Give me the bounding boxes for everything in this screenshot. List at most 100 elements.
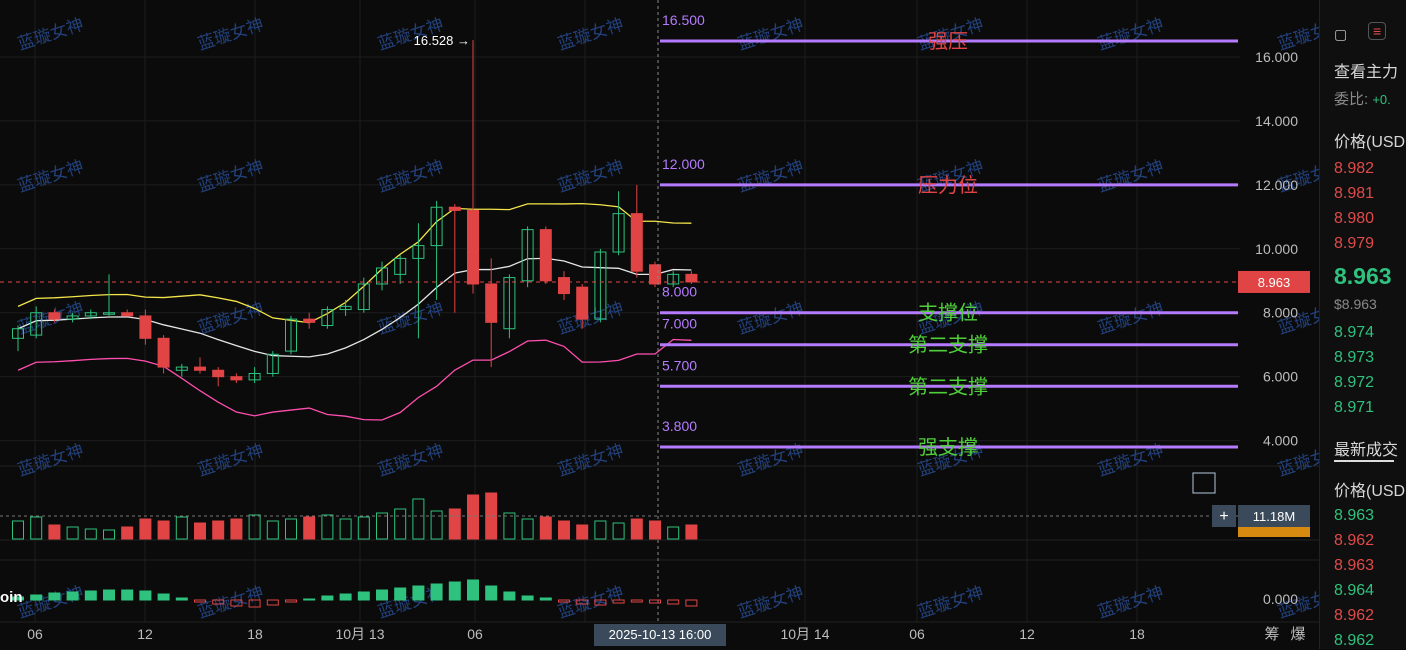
oscillator-bar <box>66 591 79 601</box>
order-book-icon[interactable]: ≡ <box>1368 22 1387 40</box>
high-label: 16.528 → <box>414 33 470 48</box>
volume-bar <box>667 526 680 540</box>
oscillator-zero-label: 0.000 <box>1263 591 1298 607</box>
oscillator-bar <box>230 599 243 607</box>
trade-price: 8.962 <box>1334 632 1375 649</box>
x-tick-label: 10月 13 <box>335 626 384 642</box>
volume-bar <box>503 512 516 540</box>
watermark-text: 蓝璇女神 <box>195 441 266 481</box>
ask-price[interactable]: 8.982 <box>1334 160 1375 177</box>
candle-body <box>66 315 79 320</box>
volume-bar <box>558 520 570 540</box>
level-price-label: 8.000 <box>662 284 697 300</box>
oscillator-bar <box>248 599 261 608</box>
x-tick-label: 10月 14 <box>780 626 829 642</box>
volume-bar <box>121 526 134 540</box>
oscillator-bar <box>157 593 170 601</box>
volume-bar <box>394 508 407 540</box>
trade-price: 8.962 <box>1334 607 1375 624</box>
ask-price[interactable]: 8.980 <box>1334 210 1375 227</box>
candle-body <box>558 277 570 295</box>
candle-body <box>266 353 279 374</box>
candle-body <box>667 273 680 285</box>
candle-body <box>321 309 334 327</box>
oscillator-bar <box>667 599 680 605</box>
level-price-label: 3.800 <box>662 418 697 434</box>
candle-body <box>285 318 297 352</box>
watermark-text: 蓝璇女神 <box>15 583 86 623</box>
bid-price[interactable]: 8.972 <box>1334 374 1375 391</box>
watermark-text: 蓝璇女神 <box>555 15 626 55</box>
x-tick-label: 06 <box>467 626 483 642</box>
oscillator-bar <box>84 590 97 601</box>
volume-bar <box>194 522 206 540</box>
bid-price[interactable]: 8.974 <box>1334 324 1375 341</box>
ratio-label: 委比: <box>1334 91 1369 108</box>
volume-plus-button <box>1212 505 1236 527</box>
volume-bar <box>12 520 24 540</box>
axis-label-chip: 爆 <box>1290 626 1305 643</box>
plus-icon: + <box>1219 508 1228 525</box>
watermark-text: 蓝璇女神 <box>195 157 266 197</box>
layout-icon[interactable]: ▢ <box>1334 26 1348 42</box>
watermark-text: 蓝璇女神 <box>1095 15 1166 55</box>
candle-body <box>376 267 388 285</box>
level-price-label: 7.000 <box>662 316 697 332</box>
candle-body <box>303 318 316 323</box>
volume-bar <box>467 494 479 540</box>
oscillator-name: oin <box>0 589 23 606</box>
volume-tag-orange <box>1238 527 1310 537</box>
watermark-text: 蓝璇女神 <box>195 299 266 339</box>
oscillator-bar <box>521 595 534 601</box>
bid-price[interactable]: 8.971 <box>1334 399 1375 416</box>
volume-bar <box>66 526 79 540</box>
volume-bar <box>612 522 625 540</box>
y-tick-label: 10.000 <box>1255 241 1298 257</box>
candle-body <box>394 257 407 275</box>
candle-body <box>485 283 498 323</box>
candle-body <box>12 328 24 339</box>
volume-bar <box>103 529 115 540</box>
candle-body <box>576 286 589 320</box>
oscillator-bar <box>321 595 334 601</box>
candle-body <box>357 283 370 311</box>
volume-tag <box>1238 505 1310 527</box>
oscillator-bar <box>539 597 552 601</box>
ratio-row: 委比: +0. <box>1334 88 1391 109</box>
x-tick-label: 18 <box>1129 626 1145 642</box>
ask-price[interactable]: 8.979 <box>1334 235 1375 252</box>
oscillator-bar <box>558 599 570 603</box>
candle-body <box>503 277 516 330</box>
volume-bar <box>303 516 316 540</box>
x-tick-label: 06 <box>27 626 43 642</box>
volume-bar <box>448 508 461 540</box>
candle-body <box>649 264 661 285</box>
oscillator-bar <box>139 590 152 601</box>
volume-bar <box>48 524 61 540</box>
watermark-text: 蓝璇女神 <box>375 299 446 339</box>
volume-bar <box>630 518 643 540</box>
y-tick-label: 12.000 <box>1255 177 1298 193</box>
panel-title: 查看主力 <box>1334 64 1399 81</box>
volume-bar <box>230 518 243 540</box>
watermark-text: 蓝璇女神 <box>915 583 986 623</box>
volume-tag-text: 11.18M <box>1253 509 1295 524</box>
trades-title[interactable]: 最新成交 <box>1334 442 1399 459</box>
bid-price[interactable]: 8.973 <box>1334 349 1375 366</box>
oscillator-bar <box>685 599 698 607</box>
oscillator-bar <box>448 581 461 601</box>
candle-body <box>430 206 443 247</box>
ask-price[interactable]: 8.981 <box>1334 185 1375 202</box>
candle-body <box>539 229 552 282</box>
current-price-tag-text: 8.963 <box>1258 275 1291 290</box>
oscillator-bar <box>48 592 61 601</box>
volume-bar <box>649 520 661 540</box>
oscillator-bar <box>576 599 589 605</box>
watermark-text: 蓝璇女神 <box>15 157 86 197</box>
oscillator-bar <box>630 599 643 603</box>
band-lower-line <box>17 338 692 421</box>
volume-bar <box>594 520 607 540</box>
ratio-value: +0. <box>1372 92 1391 107</box>
candle-body <box>594 251 607 320</box>
